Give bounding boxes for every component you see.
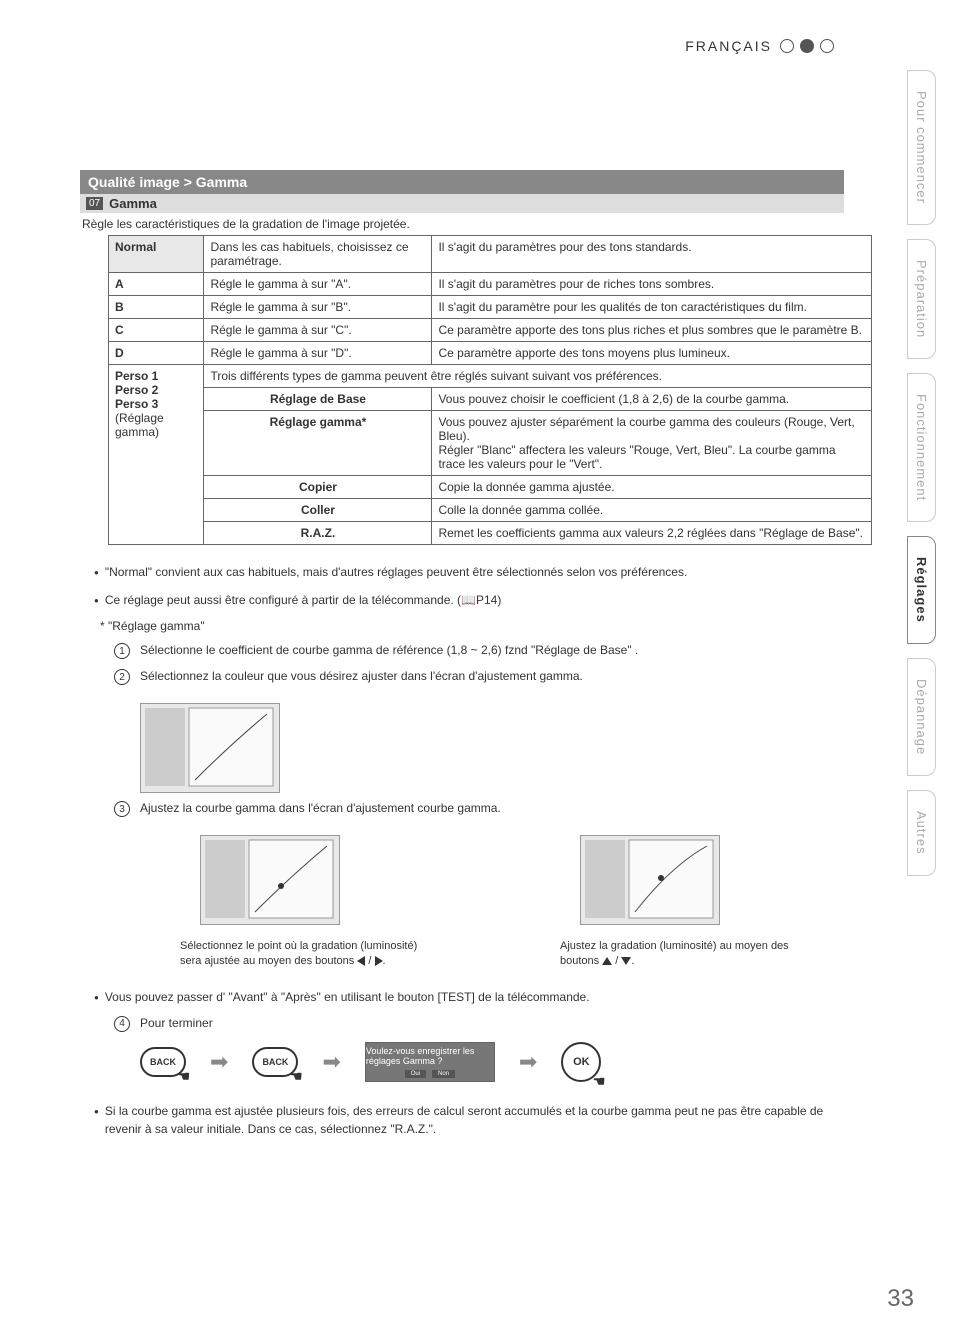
caption-1: Sélectionnez le point où la gradation (l…: [180, 939, 440, 970]
tab-pour-commencer[interactable]: Pour commencer: [907, 70, 936, 225]
row-c-c3: Ce paramètre apporte des tons plus riche…: [432, 319, 872, 342]
step-2-num: 2: [114, 669, 130, 685]
bullet-2: Ce réglage peut aussi être configuré à p…: [94, 591, 844, 609]
section-breadcrumb: Qualité image > Gamma: [80, 170, 844, 194]
row-b-label: B: [109, 296, 204, 319]
row-a-c3: Il s'agit du paramètres pour de riches t…: [432, 273, 872, 296]
perso-sub3-t: Colle la donnée gamma collée.: [432, 499, 872, 522]
arrow-icon: ➡: [210, 1049, 228, 1075]
row-normal-c3: Il s'agit du paramètres pour des tons st…: [432, 236, 872, 273]
perso-sub1-h: Réglage gamma*: [204, 411, 432, 476]
intro-text: Règle les caractéristiques de la gradati…: [80, 213, 844, 235]
row-a-c2: Régle le gamma à sur "A".: [204, 273, 432, 296]
language-label: FRANÇAIS: [685, 38, 772, 54]
finish-flow: BACK☚ ➡ BACK☚ ➡ Voulez-vous enregistrer …: [140, 1042, 844, 1082]
perso-sub2-t: Copie la donnée gamma ajustée.: [432, 476, 872, 499]
tab-preparation[interactable]: Préparation: [907, 239, 936, 359]
row-normal-c2: Dans les cas habituels, choisissez ce pa…: [204, 236, 432, 273]
language-dots: [780, 39, 834, 53]
perso-sub4-h: R.A.Z.: [204, 522, 432, 545]
perso-sub3-h: Coller: [204, 499, 432, 522]
dialog-yes[interactable]: Oui: [405, 1070, 426, 1078]
gamma-screenshot-3: [580, 835, 720, 925]
gamma-screenshot-2: [200, 835, 340, 925]
perso-topnote: Trois différents types de gamma peuvent …: [204, 365, 872, 388]
step-4-text: Pour terminer: [140, 1016, 213, 1030]
row-perso-label: Perso 1 Perso 2 Perso 3 (Réglage gamma): [109, 365, 204, 545]
arrow-icon: ➡: [322, 1049, 340, 1075]
step-1-text: Sélectionne le coefficient de courbe gam…: [140, 643, 638, 657]
row-a-label: A: [109, 273, 204, 296]
tab-reglages[interactable]: Réglages: [907, 536, 936, 644]
row-c-c2: Régle le gamma à sur "C".: [204, 319, 432, 342]
row-b-c3: Il s'agit du paramètre pour les qualités…: [432, 296, 872, 319]
back-button-2[interactable]: BACK☚: [252, 1047, 298, 1077]
step-4-num: 4: [114, 1016, 130, 1032]
tab-depannage[interactable]: Dépannage: [907, 658, 936, 776]
perso-sub4-t: Remet les coefficients gamma aux valeurs…: [432, 522, 872, 545]
perso-sub0-t: Vous pouvez choisir le coefficient (1,8 …: [432, 388, 872, 411]
gamma-screenshot-1: [140, 703, 280, 793]
step-3-text: Ajustez la courbe gamma dans l'écran d'a…: [140, 801, 501, 815]
bullet-3: Vous pouvez passer d' "Avant" à "Après" …: [94, 988, 844, 1006]
bullet-4: Si la courbe gamma est ajustée plusieurs…: [94, 1102, 844, 1138]
tab-fonctionnement[interactable]: Fonctionnement: [907, 373, 936, 522]
note-star: * "Réglage gamma": [100, 619, 844, 633]
section-title-bar: 07 Gamma: [80, 194, 844, 213]
gamma-table: Normal Dans les cas habituels, choisisse…: [108, 235, 872, 545]
ok-button[interactable]: OK☚: [561, 1042, 601, 1082]
row-b-c2: Régle le gamma à sur "B".: [204, 296, 432, 319]
step-3-num: 3: [114, 801, 130, 817]
hand-icon: ☚: [593, 1073, 606, 1090]
hand-icon: ☚: [177, 1068, 190, 1085]
row-d-c2: Régle le gamma à sur "D".: [204, 342, 432, 365]
hand-icon: ☚: [290, 1068, 303, 1085]
step-1-num: 1: [114, 643, 130, 659]
section-number: 07: [86, 197, 103, 210]
back-button-1[interactable]: BACK☚: [140, 1047, 186, 1077]
row-d-label: D: [109, 342, 204, 365]
row-normal-label: Normal: [109, 236, 204, 273]
row-c-label: C: [109, 319, 204, 342]
page-number: 33: [887, 1285, 914, 1313]
tab-autres[interactable]: Autres: [907, 790, 936, 876]
perso-sub2-h: Copier: [204, 476, 432, 499]
save-dialog: Voulez-vous enregistrer les réglages Gam…: [365, 1042, 495, 1082]
side-nav: Pour commencer Préparation Fonctionnemen…: [907, 70, 936, 876]
perso-sub0-h: Réglage de Base: [204, 388, 432, 411]
bullet-1: "Normal" convient aux cas habituels, mai…: [94, 563, 844, 581]
arrow-icon: ➡: [519, 1049, 537, 1075]
row-d-c3: Ce paramètre apporte des tons moyens plu…: [432, 342, 872, 365]
dialog-no[interactable]: Non: [432, 1070, 455, 1078]
section-title: Gamma: [109, 196, 157, 211]
step-2-text: Sélectionnez la couleur que vous désirez…: [140, 669, 583, 683]
perso-sub1-t: Vous pouvez ajuster séparément la courbe…: [432, 411, 872, 476]
caption-2: Ajustez la gradation (luminosité) au moy…: [560, 939, 820, 970]
